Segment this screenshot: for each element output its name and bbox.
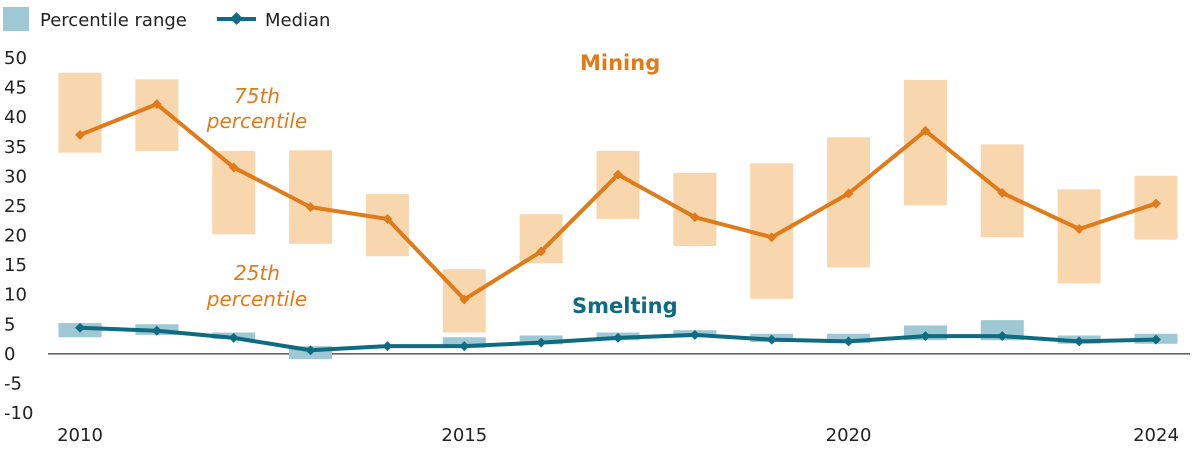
annotation-25th-line1: 25th <box>234 261 280 285</box>
legend-label-median: Median <box>265 10 330 31</box>
annotation-25th-line2: percentile <box>206 287 307 311</box>
x-axis-tick-labels: 2010 2015 2020 2024 <box>57 425 1179 446</box>
mining-median-point <box>1151 198 1161 209</box>
smelting-median-point <box>228 332 239 343</box>
mining-range-bar <box>365 194 409 257</box>
mining-range-bar <box>289 150 333 244</box>
mining-median-point <box>305 202 316 213</box>
y-tick-label: 20 <box>4 226 27 247</box>
mining-range-bar <box>58 72 102 153</box>
y-tick-label: 50 <box>4 48 27 69</box>
mining-range-bar <box>1057 189 1101 284</box>
x-tick-label: 2015 <box>441 425 487 446</box>
mining-median-point <box>689 212 700 223</box>
y-tick-label: 5 <box>4 314 15 335</box>
y-tick-label: 10 <box>4 285 27 306</box>
annotation-mining: Mining <box>580 51 660 75</box>
median-lines <box>75 99 1161 356</box>
mining-range-bar <box>596 150 640 219</box>
smelting-median-point <box>151 325 162 336</box>
smelting-median-point <box>613 332 623 343</box>
legend-label-percentile-range: Percentile range <box>40 10 187 31</box>
smelting-median-point <box>766 334 777 345</box>
mining-median-point <box>613 169 623 180</box>
legend-marker-median <box>230 12 243 25</box>
smelting-median-point <box>305 345 316 356</box>
mining-median-point <box>536 246 547 257</box>
smelting-median-point <box>843 336 854 347</box>
y-tick-label: 15 <box>4 255 27 276</box>
y-tick-label: 40 <box>4 107 27 128</box>
x-tick-label: 2024 <box>1133 425 1179 446</box>
y-tick-label: 45 <box>4 78 27 99</box>
y-tick-label: 35 <box>4 137 27 158</box>
annotation-smelting: Smelting <box>572 294 678 318</box>
mining-median-point <box>75 129 85 140</box>
annotations: Mining Smelting 75th percentile 25th per… <box>206 51 678 318</box>
y-tick-label: 30 <box>4 166 27 187</box>
y-tick-label: -5 <box>4 373 22 394</box>
smelting-median-point <box>382 341 393 352</box>
mining-median-point <box>997 187 1008 198</box>
mining-median-point <box>151 99 162 110</box>
y-tick-label: 25 <box>4 196 27 217</box>
mining-median-point <box>228 162 239 173</box>
smelting-median-point <box>1074 336 1085 347</box>
annotation-75th-line2: percentile <box>206 109 307 133</box>
mining-range-bar <box>750 163 794 299</box>
smelting-median-point <box>1151 334 1161 345</box>
x-tick-label: 2020 <box>826 425 872 446</box>
y-tick-label: 0 <box>4 344 15 365</box>
mining-median-point <box>1074 224 1085 234</box>
legend: Percentile range Median <box>3 7 330 31</box>
mining-median-point <box>382 213 393 224</box>
mining-median-point <box>459 294 470 305</box>
smelting-median-point <box>997 331 1008 342</box>
mining-median-point <box>920 125 931 136</box>
annotation-75th-line1: 75th <box>234 84 280 108</box>
smelting-median-point <box>459 341 470 352</box>
y-tick-label: -10 <box>4 403 33 424</box>
mining-median-point <box>766 232 777 243</box>
smelting-median-point <box>689 329 700 340</box>
mining-median-point <box>843 188 854 199</box>
percentile-range-bars <box>58 72 1178 360</box>
x-tick-label: 2010 <box>57 425 103 446</box>
smelting-median-point <box>536 337 547 348</box>
smelting-median-point <box>920 331 931 342</box>
legend-swatch-percentile-range <box>3 7 29 31</box>
y-axis-tick-labels: -10 -5 0 5 10 15 20 25 30 35 40 45 50 <box>4 48 33 424</box>
